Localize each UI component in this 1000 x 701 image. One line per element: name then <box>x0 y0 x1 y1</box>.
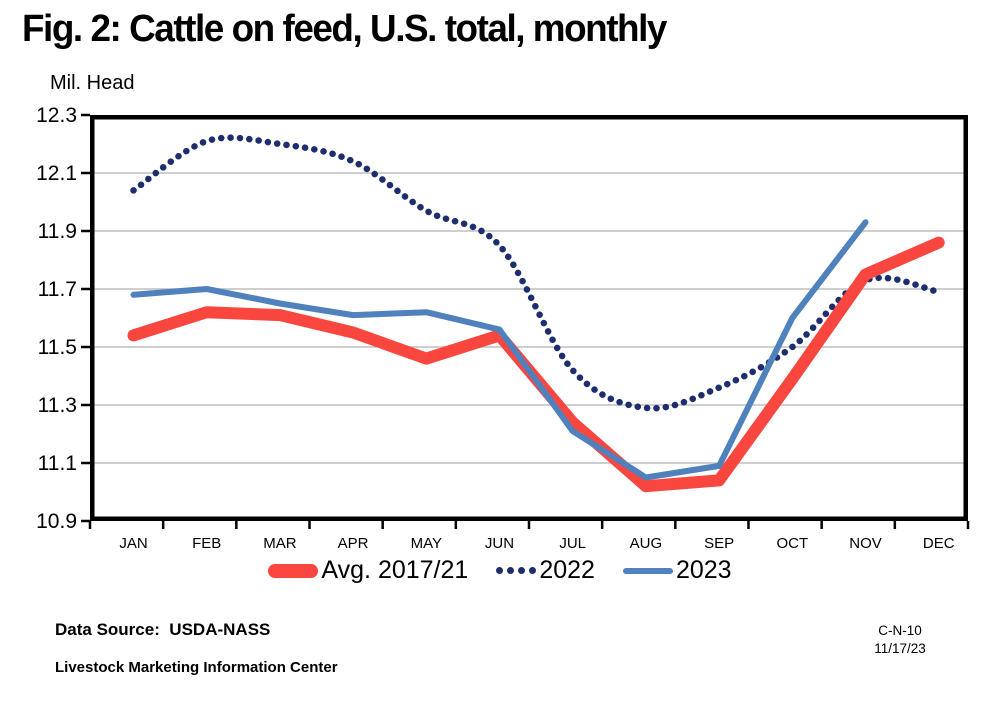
series-line-2023 <box>130 219 869 481</box>
y-tick-label: 11.9 <box>38 220 77 243</box>
y-tick-label: 12.3 <box>36 104 77 127</box>
chart-date: 11/17/23 <box>874 641 926 656</box>
x-tick-label: JAN <box>119 535 147 552</box>
legend-item-2022: 2022 <box>496 556 595 585</box>
gridlines <box>93 172 965 464</box>
dotted-2022-line-swatch <box>496 567 537 574</box>
series-line-avg-2017-21 <box>127 236 945 493</box>
x-tick-label: JUN <box>485 535 514 552</box>
chart-code: C-N-10 <box>878 623 922 638</box>
y-tick-label: 12.1 <box>36 162 77 185</box>
organization-text: Livestock Marketing Information Center <box>55 659 338 676</box>
y-tick-label: 11.3 <box>38 394 77 417</box>
y-axis: 10.9 11.1 11.3 11.5 11.7 11.9 12.1 12.3 <box>36 104 90 533</box>
x-tick-label: MAY <box>411 535 442 552</box>
y-tick-label: 11.7 <box>38 278 77 301</box>
legend-label-2022: 2022 <box>539 556 595 584</box>
x-tick-label: NOV <box>849 535 882 552</box>
x-tick-label: FEB <box>192 535 221 552</box>
solid-2023-line-swatch <box>622 567 673 574</box>
data-source-text: Data Source: USDA-NASS <box>55 620 271 639</box>
legend-label-avg: Avg. 2017/21 <box>321 556 469 584</box>
x-tick-label: SEP <box>704 535 734 552</box>
y-tick-label: 10.9 <box>36 510 77 533</box>
chart-legend: Avg. 2017/21 2022 2023 <box>0 556 1000 585</box>
legend-label-2023: 2023 <box>675 556 732 584</box>
legend-item-avg-2017-21: Avg. 2017/21 <box>268 556 468 585</box>
plot-frame <box>90 115 968 521</box>
legend-item-2023: 2023 <box>622 556 732 585</box>
x-tick-label: OCT <box>776 535 808 552</box>
x-tick-label: APR <box>338 535 369 552</box>
y-tick-label: 11.5 <box>38 336 77 359</box>
avg-2017-21-line-swatch <box>268 563 319 578</box>
x-axis: JAN FEB MAR APR MAY JUN JUL AUG SEP OCT NOV DEC <box>88 521 970 552</box>
footer-right: C-N-10 11/17/23 <box>850 622 950 658</box>
x-tick-label: DEC <box>923 535 955 552</box>
series-line-2022 <box>130 134 942 412</box>
x-tick-label: MAR <box>263 535 297 552</box>
x-tick-label: AUG <box>630 535 663 552</box>
x-tick-label: JUL <box>559 535 586 552</box>
y-axis-unit-label: Mil. Head <box>50 72 135 94</box>
footer-left: Data Source: USDA-NASS Livestock Marketi… <box>55 620 338 676</box>
y-tick-label: 11.1 <box>38 452 77 475</box>
chart-title: Fig. 2: Cattle on feed, U.S. total, mont… <box>22 8 667 50</box>
